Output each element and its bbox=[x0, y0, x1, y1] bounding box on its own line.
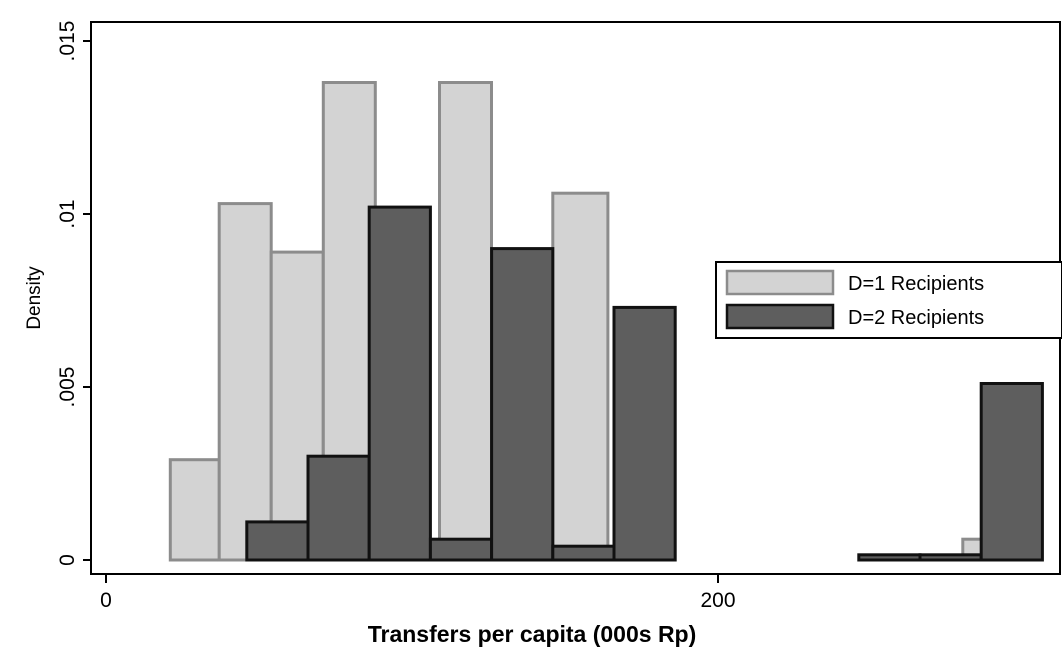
bar-d1-1 bbox=[217, 202, 273, 562]
y-tick-label-1: .005 bbox=[56, 367, 79, 408]
series-d2-bars bbox=[245, 205, 1044, 562]
x-tick-label-0: 0 bbox=[100, 589, 112, 612]
legend-swatch-d1 bbox=[725, 269, 835, 296]
x-axis: 0200400600 bbox=[100, 574, 736, 612]
bar-d2-9 bbox=[979, 382, 1044, 562]
y-tick-label-0: 0 bbox=[56, 554, 79, 566]
bar-d2-3 bbox=[428, 537, 494, 562]
bar-d2-8 bbox=[918, 553, 983, 562]
y-tick-label-3: .015 bbox=[56, 21, 79, 62]
bar-d2-7 bbox=[857, 553, 922, 562]
bar-d2-0 bbox=[245, 520, 310, 562]
legend-label-d1: D=1 Recipients bbox=[848, 273, 984, 295]
x-tick-label-1: 200 bbox=[700, 589, 735, 612]
bar-d2-4 bbox=[490, 247, 555, 562]
bar-d2-1 bbox=[306, 454, 371, 562]
legend: D=1 Recipients D=2 Recipients bbox=[715, 261, 1062, 339]
y-axis: 0 .005 .01 .015 bbox=[56, 21, 91, 566]
legend-swatch-d2 bbox=[725, 303, 835, 330]
bar-d1-7 bbox=[551, 191, 610, 562]
bar-d1-5 bbox=[438, 81, 493, 562]
series-d1-bars bbox=[168, 81, 1032, 562]
legend-label-d2: D=2 Recipients bbox=[848, 307, 984, 329]
bar-d1-0 bbox=[168, 458, 221, 562]
bar-d2-6 bbox=[612, 305, 677, 562]
bar-d2-5 bbox=[551, 544, 616, 562]
x-axis-title: Transfers per capita (000s Rp) bbox=[368, 621, 697, 647]
y-axis-title: Density bbox=[24, 266, 45, 330]
y-tick-label-2: .01 bbox=[56, 199, 79, 228]
bar-d2-2 bbox=[367, 205, 432, 562]
